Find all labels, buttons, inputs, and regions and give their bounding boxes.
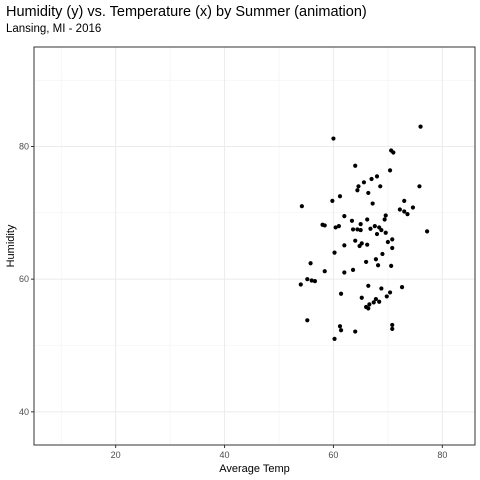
data-point <box>389 263 394 268</box>
data-point <box>373 296 379 302</box>
data-point <box>332 250 337 255</box>
data-point <box>350 267 356 272</box>
data-point <box>337 194 343 199</box>
grid <box>34 47 475 445</box>
data-point <box>402 198 407 203</box>
data-point <box>370 201 375 206</box>
data-point <box>365 217 370 222</box>
data-point <box>385 239 390 245</box>
data-point <box>369 176 374 182</box>
data-point <box>349 218 355 223</box>
data-point <box>391 150 396 155</box>
data-point <box>390 326 395 332</box>
data-point <box>361 180 367 185</box>
data-point <box>357 243 362 249</box>
x-tick-label: 80 <box>437 450 447 460</box>
data-point <box>299 204 304 209</box>
data-point <box>377 299 382 304</box>
data-point <box>383 213 388 218</box>
data-point <box>366 306 371 311</box>
data-points <box>298 124 430 341</box>
y-tick-label: 80 <box>19 142 29 152</box>
data-point <box>371 300 376 305</box>
data-point <box>356 184 361 189</box>
data-point <box>353 329 358 334</box>
data-point <box>365 242 370 247</box>
data-point <box>399 285 405 290</box>
x-axis-title: Average Temp <box>219 463 290 475</box>
data-point <box>298 282 303 287</box>
data-point <box>358 222 363 227</box>
data-point <box>331 136 336 141</box>
data-point <box>402 209 407 214</box>
x-tick-label: 40 <box>220 450 230 460</box>
data-point <box>330 198 335 203</box>
plot-panel-border <box>33 46 476 446</box>
x-tick-label: 20 <box>111 450 121 460</box>
data-point <box>342 214 347 219</box>
data-point <box>350 227 356 232</box>
data-point <box>355 227 360 232</box>
data-point <box>380 251 385 257</box>
data-point <box>390 322 395 328</box>
data-point <box>379 286 384 291</box>
data-point <box>374 231 380 237</box>
data-point <box>373 257 379 262</box>
data-point <box>383 230 388 235</box>
data-point <box>364 259 369 265</box>
data-point <box>338 328 344 333</box>
data-point <box>305 318 310 323</box>
data-point <box>333 225 338 230</box>
data-point <box>382 217 387 222</box>
data-point <box>405 212 410 217</box>
data-point <box>358 227 363 233</box>
data-point <box>312 279 318 284</box>
chart-subtitle: Lansing, MI - 2016 <box>6 23 102 35</box>
data-point <box>418 124 423 129</box>
data-point <box>387 168 393 173</box>
data-point <box>355 188 360 193</box>
data-point <box>390 245 395 251</box>
chart-title: Humidity (y) vs. Temperature (x) by Summ… <box>6 4 367 20</box>
data-point <box>338 291 344 296</box>
data-point <box>379 227 384 233</box>
data-point <box>308 261 313 266</box>
data-point <box>375 263 381 268</box>
data-point <box>305 277 310 282</box>
data-point <box>322 223 327 228</box>
data-point <box>309 278 314 283</box>
data-point <box>353 163 358 168</box>
data-point <box>378 184 383 189</box>
data-point <box>374 174 380 179</box>
data-point <box>368 226 373 231</box>
data-point <box>424 229 430 234</box>
y-tick-label: 60 <box>19 274 29 284</box>
data-point <box>322 269 327 274</box>
data-point <box>342 270 347 275</box>
data-point <box>390 237 395 242</box>
data-point <box>410 205 416 210</box>
data-point <box>366 190 371 196</box>
x-tick-label: 60 <box>328 450 338 460</box>
data-point <box>366 283 371 288</box>
data-point <box>332 336 337 341</box>
data-point <box>387 290 393 295</box>
data-point <box>384 294 389 299</box>
data-point <box>397 207 402 212</box>
data-point <box>336 224 341 229</box>
data-point <box>337 324 343 329</box>
y-tick-label: 40 <box>19 407 29 417</box>
data-point <box>367 302 372 307</box>
data-point <box>342 243 347 248</box>
y-axis-title: Humidity <box>5 224 17 267</box>
data-point <box>417 184 422 189</box>
data-point <box>359 295 364 300</box>
data-point <box>353 238 358 243</box>
data-point <box>372 224 377 229</box>
axis-ticks: 20 40 60 80 40 60 80 <box>19 142 447 461</box>
